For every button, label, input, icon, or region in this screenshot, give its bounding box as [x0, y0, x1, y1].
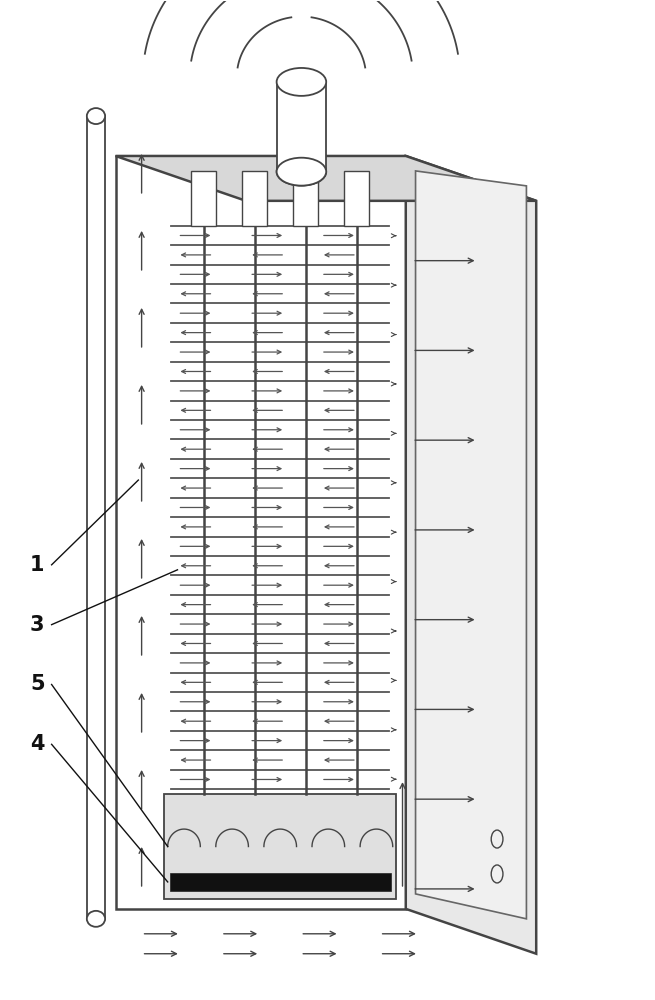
- Polygon shape: [415, 171, 527, 919]
- Text: 5: 5: [30, 674, 45, 694]
- Ellipse shape: [87, 108, 105, 124]
- Bar: [276, 82, 326, 172]
- Polygon shape: [115, 156, 536, 201]
- Bar: [170, 873, 391, 891]
- Text: 1: 1: [30, 555, 45, 575]
- Ellipse shape: [276, 68, 326, 96]
- Bar: [242, 171, 267, 226]
- Text: 3: 3: [30, 615, 45, 635]
- Ellipse shape: [87, 911, 105, 927]
- Polygon shape: [405, 156, 536, 954]
- Ellipse shape: [276, 158, 326, 186]
- Text: 4: 4: [30, 734, 45, 754]
- Bar: [87, 116, 105, 919]
- Bar: [115, 156, 405, 909]
- Bar: [191, 171, 216, 226]
- Ellipse shape: [276, 158, 326, 186]
- Bar: [164, 794, 396, 899]
- Bar: [345, 171, 369, 226]
- Bar: [293, 171, 318, 226]
